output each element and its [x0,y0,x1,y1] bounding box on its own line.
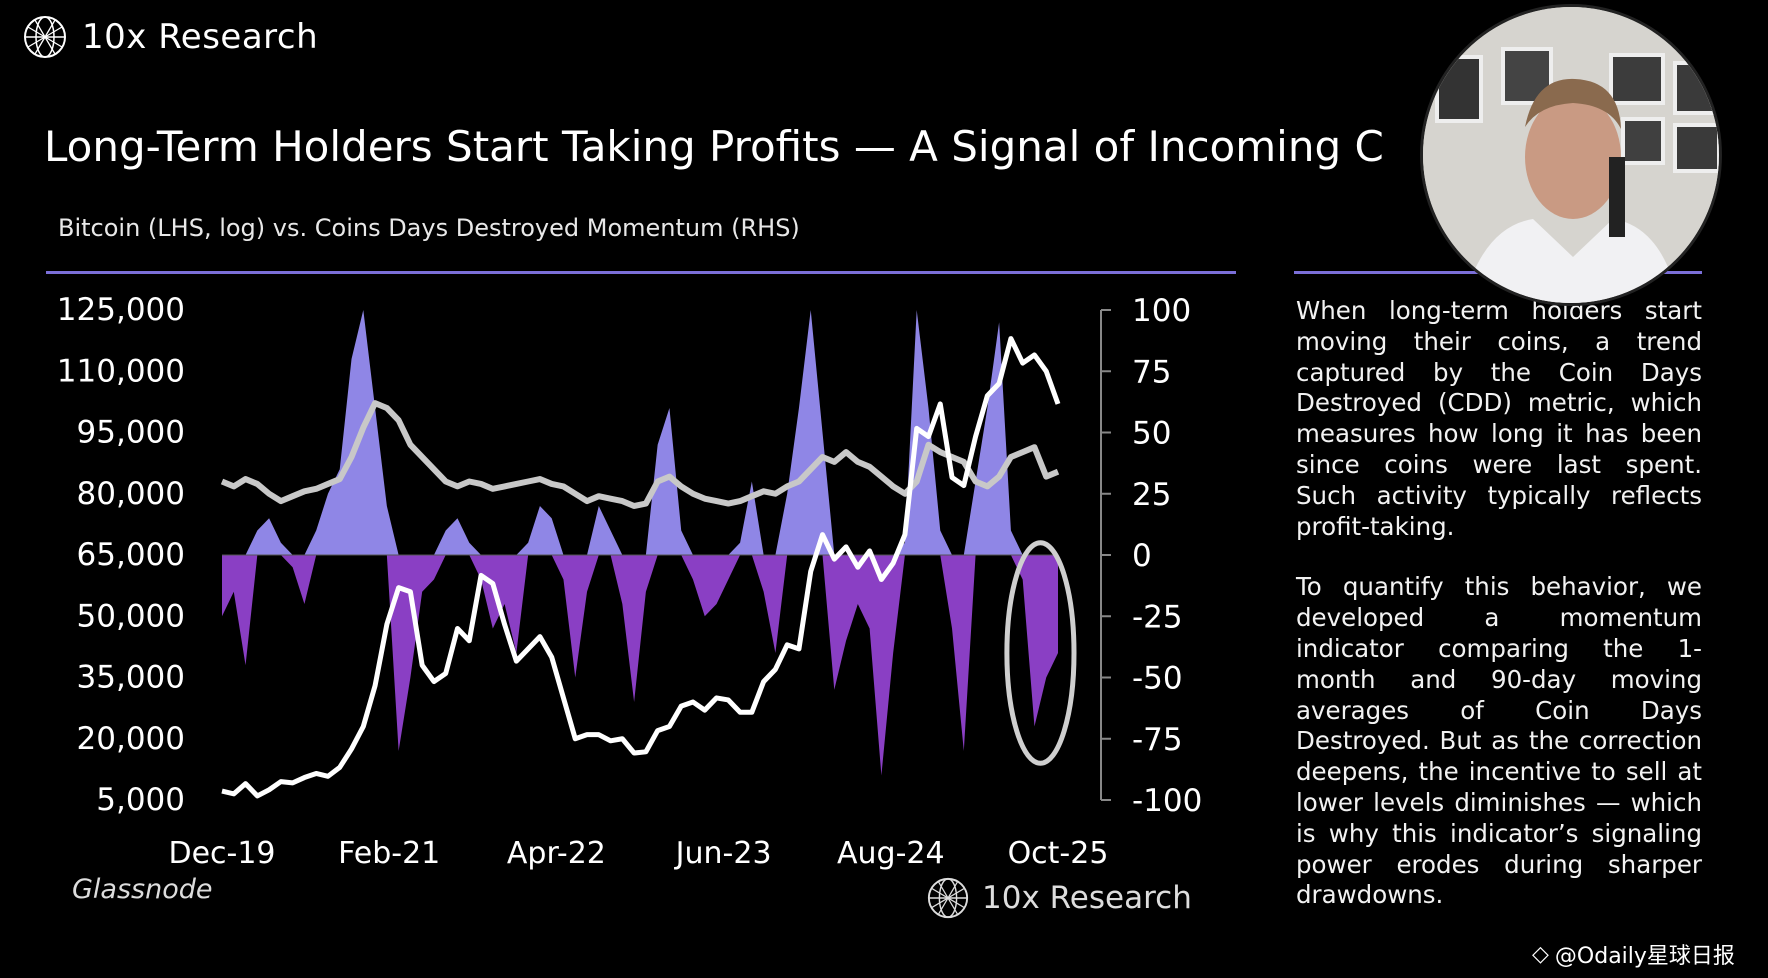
page-title: Long-Term Holders Start Taking Profits —… [44,122,1384,171]
x-axis-tick-label: Feb-21 [338,836,440,871]
cdd-ma-line [220,400,1060,509]
globe-logo-icon [24,16,66,58]
divider-left [46,271,1236,274]
watermark: ◇ @Odaily星球日报 [1532,938,1735,970]
x-axis-tick-label: Apr-22 [507,836,606,871]
chart-source: Glassnode [72,874,213,905]
right-axis-tick-label: 75 [1132,354,1171,390]
left-axis-tick-label: 95,000 [77,415,185,451]
chart-subtitle: Bitcoin (LHS, log) vs. Coins Days Destro… [58,214,800,242]
left-axis-tick-label: 20,000 [77,721,185,757]
x-axis-tick-label: Oct-25 [1008,836,1109,871]
bitcoin-price-line [221,336,1061,799]
x-axis-tick-label: Jun-23 [674,836,772,871]
left-axis-tick-label: 125,000 [57,292,185,328]
right-axis-tick-label: 100 [1132,293,1191,329]
chart: 125,000 110,000 95,000 80,000 65,000 50,000 35… [57,292,1203,871]
footer-brand: 10x Research [926,876,1192,920]
brand-header: 10x Research [22,14,318,60]
left-axis-tick-label: 5,000 [96,782,185,818]
right-axis-tick-label: 0 [1132,538,1152,574]
right-axis-tick-label: -50 [1132,661,1183,697]
left-axis-tick-label: 35,000 [77,660,185,696]
left-axis-tick-label: 65,000 [77,537,185,573]
right-axis-tick-label: -75 [1132,722,1183,758]
watermark-logo-icon: ◇ [1532,941,1549,967]
presenter-silhouette [1423,7,1719,303]
brand-name: 10x Research [82,17,319,57]
right-axis-tick-label: 50 [1132,416,1171,452]
footer-brand-name: 10x Research [982,880,1192,916]
left-axis-tick-label: 80,000 [77,476,185,512]
cdd-momentum-positive-area [222,310,1058,555]
globe-logo-icon [927,877,969,919]
x-axis-tick-label: Dec-19 [168,836,275,871]
left-axis-tick-label: 110,000 [57,353,185,389]
commentary-panel: When long-term holders start moving thei… [1296,296,1702,941]
left-axis-tick-label: 50,000 [77,598,185,634]
right-axis-tick-label: -100 [1132,783,1202,819]
commentary-paragraph: When long-term holders start moving thei… [1296,296,1702,541]
right-axis-tick-label: 25 [1132,477,1171,513]
right-axis-tick-label: -25 [1132,599,1183,635]
highlight-ellipse [1004,540,1077,766]
x-axis-tick-label: Aug-24 [837,836,945,871]
cdd-momentum-negative-area [222,555,1058,776]
commentary-paragraph: To quantify this behavior, we developed … [1296,572,1702,910]
watermark-text: @Odaily星球日报 [1554,944,1735,969]
presenter-video-avatar [1420,4,1722,306]
